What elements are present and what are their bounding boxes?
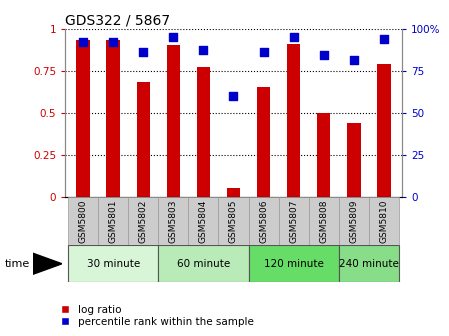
Point: [260, 49, 267, 55]
Text: GSM5805: GSM5805: [229, 199, 238, 243]
Text: GSM5808: GSM5808: [319, 199, 328, 243]
Bar: [158, 197, 189, 245]
Bar: [317, 113, 330, 197]
Bar: [106, 40, 120, 197]
Point: [320, 53, 327, 58]
Bar: [308, 197, 339, 245]
Text: 120 minute: 120 minute: [264, 259, 324, 269]
Text: GSM5801: GSM5801: [109, 199, 118, 243]
Bar: [287, 44, 300, 197]
Text: GSM5809: GSM5809: [349, 199, 358, 243]
Bar: [377, 64, 391, 197]
Point: [170, 34, 177, 40]
Bar: [219, 197, 248, 245]
Bar: [68, 245, 158, 282]
Bar: [98, 197, 128, 245]
Point: [200, 48, 207, 53]
Polygon shape: [33, 253, 62, 274]
Bar: [248, 245, 339, 282]
Text: GSM5803: GSM5803: [169, 199, 178, 243]
Point: [230, 93, 237, 98]
Bar: [248, 197, 278, 245]
Point: [350, 58, 357, 63]
Text: GSM5800: GSM5800: [79, 199, 88, 243]
Bar: [136, 82, 150, 197]
Point: [110, 39, 117, 45]
Point: [140, 49, 147, 55]
Bar: [278, 197, 308, 245]
Bar: [257, 87, 270, 197]
Text: 60 minute: 60 minute: [177, 259, 230, 269]
Text: GSM5806: GSM5806: [259, 199, 268, 243]
Bar: [76, 40, 90, 197]
Legend: log ratio, percentile rank within the sample: log ratio, percentile rank within the sa…: [50, 300, 258, 331]
Bar: [167, 45, 180, 197]
Text: GSM5804: GSM5804: [199, 199, 208, 243]
Text: GSM5810: GSM5810: [379, 199, 388, 243]
Bar: [68, 197, 98, 245]
Bar: [189, 197, 219, 245]
Bar: [197, 67, 210, 197]
Bar: [369, 197, 399, 245]
Text: GSM5807: GSM5807: [289, 199, 298, 243]
Text: GDS322 / 5867: GDS322 / 5867: [65, 13, 170, 28]
Bar: [339, 245, 399, 282]
Point: [380, 36, 387, 41]
Text: time: time: [4, 259, 30, 269]
Bar: [128, 197, 158, 245]
Bar: [347, 123, 361, 197]
Text: 240 minute: 240 minute: [339, 259, 399, 269]
Text: 30 minute: 30 minute: [87, 259, 140, 269]
Point: [290, 34, 297, 40]
Bar: [227, 188, 240, 197]
Bar: [339, 197, 369, 245]
Text: GSM5802: GSM5802: [139, 199, 148, 243]
Point: [79, 39, 87, 45]
Bar: [158, 245, 248, 282]
